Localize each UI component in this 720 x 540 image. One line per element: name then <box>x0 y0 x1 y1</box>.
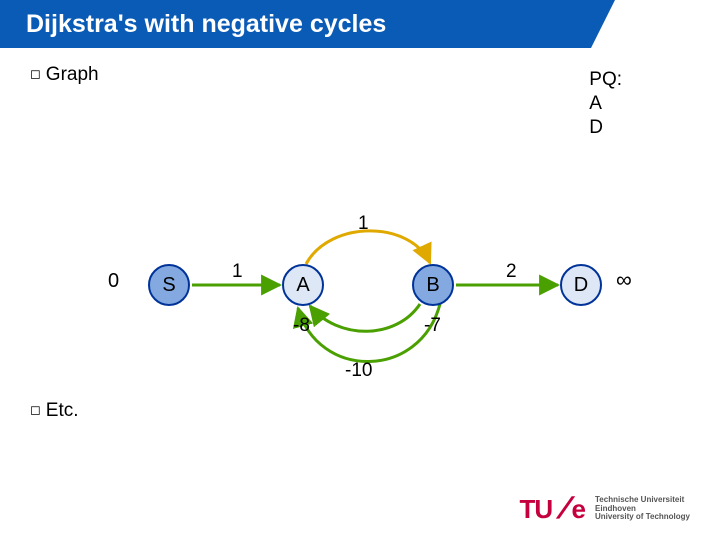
pq-label: PQ: <box>589 68 622 92</box>
node-d: D <box>560 264 602 306</box>
node-b: B <box>412 264 454 306</box>
logo-tu: TU <box>520 494 553 525</box>
pq-item-2: D <box>589 116 622 140</box>
dist-d: ∞ <box>616 267 632 293</box>
bullet-etc: ◻ Etc. <box>30 400 79 422</box>
node-d-label: D <box>574 274 588 297</box>
edge-b-a-arc1 <box>310 304 420 331</box>
weight-n10: -10 <box>345 360 372 382</box>
weight-ab-top: 1 <box>358 213 369 235</box>
logo-e: e <box>572 494 586 525</box>
priority-queue: PQ: A D <box>589 68 622 139</box>
page-title: Dijkstra's with negative cycles <box>26 10 386 39</box>
bullet-marker: ◻ <box>30 402 41 417</box>
weight-n8: -8 <box>293 315 310 337</box>
weight-n7: -7 <box>424 315 441 337</box>
weight-sa: 1 <box>232 261 243 283</box>
edge-a-b-top <box>306 231 430 264</box>
bullet-graph-label: Graph <box>46 64 99 85</box>
node-s: S <box>148 264 190 306</box>
node-a-label: A <box>296 274 309 297</box>
node-s-label: S <box>162 274 175 297</box>
title-bar-cut <box>615 0 720 48</box>
dist-s: 0 <box>108 270 119 293</box>
node-a: A <box>282 264 324 306</box>
logo-university: Technische Universiteit Eindhoven Univer… <box>595 496 690 521</box>
edge-b-a-arc2 <box>298 304 440 362</box>
logo-uni-3: University of Technology <box>595 512 690 521</box>
bullet-marker: ◻ <box>30 66 41 81</box>
graph-diagram: S A B D 0 ∞ 1 1 2 -8 -7 -10 <box>0 170 720 390</box>
weight-bd: 2 <box>506 261 517 283</box>
bullet-etc-label: Etc. <box>46 400 79 421</box>
logo: TU / e Technische Universiteit Eindhoven… <box>520 492 690 526</box>
node-b-label: B <box>426 274 439 297</box>
pq-item-1: A <box>589 92 622 116</box>
content: ◻Graph PQ: A D <box>0 48 720 98</box>
title-bar: Dijkstra's with negative cycles <box>0 0 615 48</box>
